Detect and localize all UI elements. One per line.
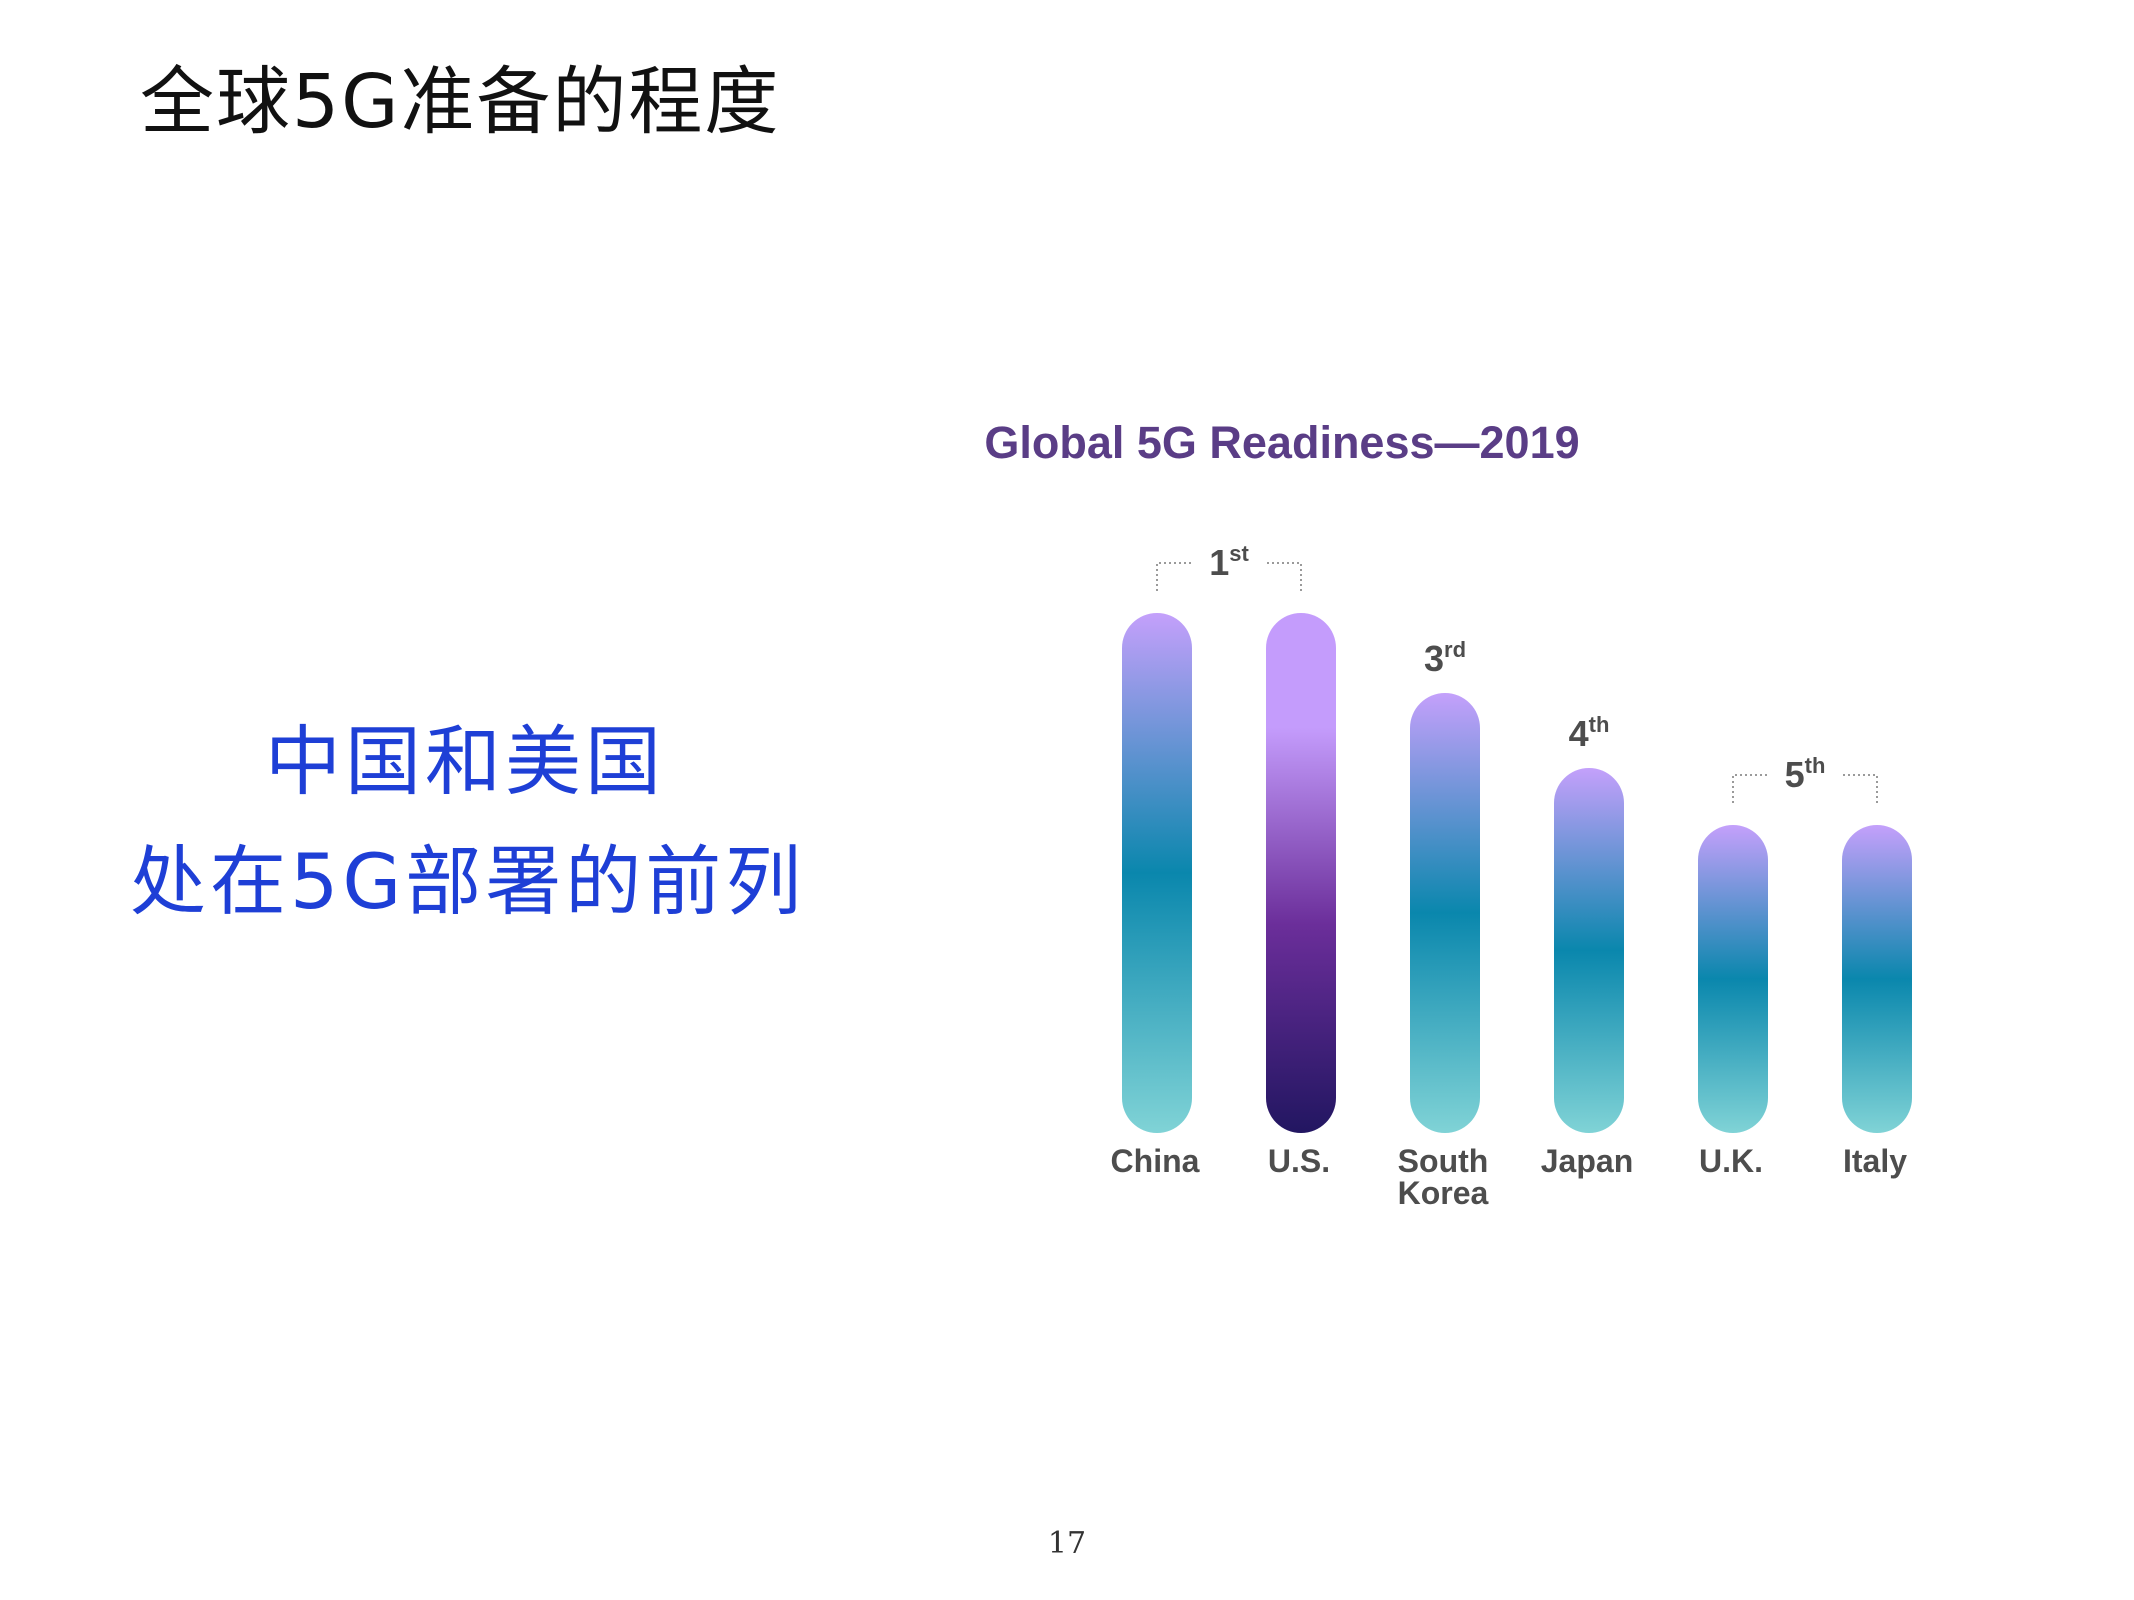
annotation-line-1: 中国和美国 <box>265 717 665 806</box>
bars-layer <box>1122 613 1912 1133</box>
rank-bracket-left <box>1732 774 1767 803</box>
page-number: 17 <box>1047 1526 1087 1561</box>
bar-us <box>1266 613 1336 1133</box>
category-label: China <box>1111 1143 1200 1179</box>
bar-south-korea <box>1410 693 1480 1133</box>
category-label: South <box>1398 1143 1489 1179</box>
rank-label: 3rd <box>1424 637 1466 679</box>
rank-labels-layer: 1st 3rd 4th 5th <box>1156 541 1878 803</box>
chart-title: Global 5G Readiness—2019 <box>984 417 1579 468</box>
annotation-line-2: 处在5G部署的前列 <box>130 837 806 926</box>
rank-bracket <box>1732 774 1878 803</box>
category-label: U.K. <box>1699 1143 1763 1179</box>
rank-bracket-left <box>1156 562 1191 591</box>
category-label: U.S. <box>1268 1143 1330 1179</box>
bar-china <box>1122 613 1192 1133</box>
rank-bracket-right <box>1267 562 1302 591</box>
category-label: Italy <box>1843 1143 1907 1179</box>
rank-label: 5th <box>1785 753 1826 795</box>
category-label: Japan <box>1541 1143 1633 1179</box>
slide-title: 全球5G准备的程度 <box>140 59 781 145</box>
bar-uk <box>1698 825 1768 1133</box>
bar-japan <box>1554 768 1624 1133</box>
bar-italy <box>1842 825 1912 1133</box>
rank-bracket <box>1156 562 1302 591</box>
rank-bracket-right <box>1843 774 1878 803</box>
rank-label: 4th <box>1569 712 1610 754</box>
rank-label: 1st <box>1209 541 1249 583</box>
category-label: Korea <box>1398 1175 1489 1211</box>
